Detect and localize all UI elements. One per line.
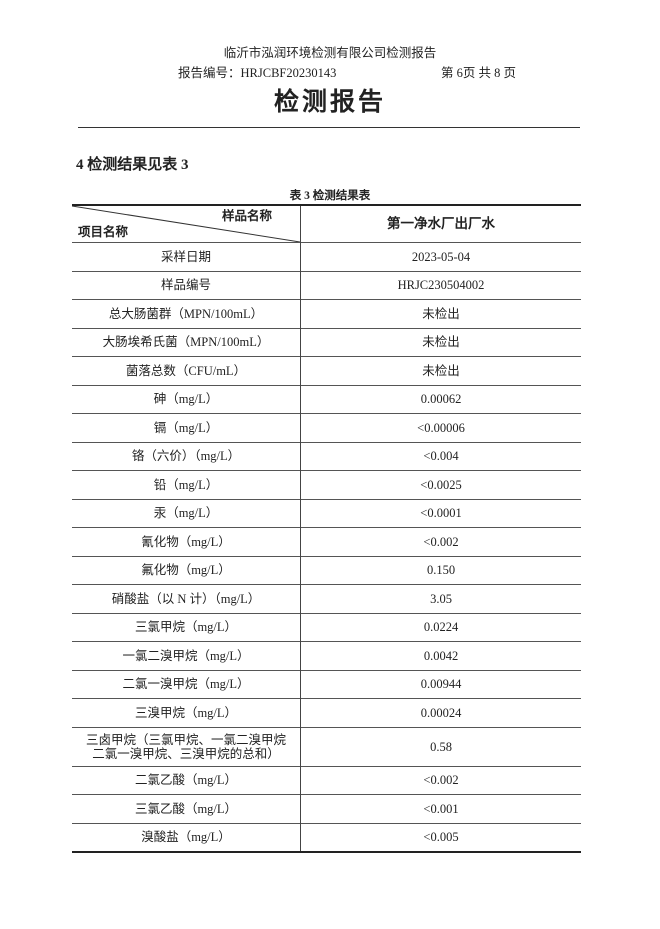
result-value-cell: 0.00024 xyxy=(300,698,581,727)
table-row: 铅（mg/L） <0.0025 xyxy=(72,470,581,499)
item-name-cell: 二氯一溴甲烷（mg/L） xyxy=(72,669,301,699)
result-value-cell: 未检出 xyxy=(300,299,581,328)
result-value-cell: <0.004 xyxy=(300,441,581,471)
section-title: 4 检测结果见表 3 xyxy=(76,157,189,173)
table-row: 三氯乙酸（mg/L） <0.001 xyxy=(72,794,581,823)
item-name-cell: 铬（六价）（mg/L） xyxy=(72,441,301,471)
result-value-cell: HRJC230504002 xyxy=(300,270,581,300)
item-name-cell: 溴酸盐（mg/L） xyxy=(72,822,301,852)
page-title: 检测报告 xyxy=(273,87,386,116)
company-header: 临沂市泓润环境检测有限公司检测报告 xyxy=(223,46,437,60)
item-name-cell: 二氯乙酸（mg/L） xyxy=(72,765,301,795)
header-diagonal-cell: 样品名称 项目名称 xyxy=(72,204,301,243)
report-number: 报告编号：HRJCBF20230143 xyxy=(178,66,337,80)
table-header-row: 样品名称 项目名称 第一净水厂出厂水 xyxy=(72,204,581,243)
item-name-cell: 大肠埃希氏菌（MPN/100mL） xyxy=(72,327,301,357)
item-name-cell: 铅（mg/L） xyxy=(72,470,301,499)
item-name-cell: 镉（mg/L） xyxy=(72,413,301,442)
table-row: 总大肠菌群（MPN/100mL） 未检出 xyxy=(72,299,581,328)
page-number: 第 6页 共 8 页 xyxy=(441,66,517,80)
item-name-cell: 采样日期 xyxy=(72,242,301,271)
result-value-cell: <0.0001 xyxy=(300,498,581,528)
divider xyxy=(78,127,580,128)
item-name-cell: 硝酸盐（以 N 计）（mg/L） xyxy=(72,584,301,613)
item-name-line: 二氯一溴甲烷、三溴甲烷的总和） xyxy=(92,746,280,761)
table-row: 溴酸盐（mg/L） <0.005 xyxy=(72,822,581,852)
table-row: 三溴甲烷（mg/L） 0.00024 xyxy=(72,698,581,727)
result-value-cell: <0.005 xyxy=(300,822,581,852)
table-row: 二氯乙酸（mg/L） <0.002 xyxy=(72,765,581,795)
item-name-cell: 一氯二溴甲烷（mg/L） xyxy=(72,641,301,670)
header-sample-label: 样品名称 xyxy=(221,209,272,223)
result-value-cell: <0.0025 xyxy=(300,470,581,499)
table-row: 一氯二溴甲烷（mg/L） 0.0042 xyxy=(72,641,581,670)
table-row: 砷（mg/L） 0.00062 xyxy=(72,384,581,414)
result-value-cell: 0.00944 xyxy=(300,669,581,699)
table-row: 大肠埃希氏菌（MPN/100mL） 未检出 xyxy=(72,327,581,357)
result-value-cell: <0.001 xyxy=(300,794,581,823)
item-name-cell: 汞（mg/L） xyxy=(72,498,301,528)
result-value-cell: <0.002 xyxy=(300,527,581,556)
result-value-cell: 0.0224 xyxy=(300,612,581,642)
item-name-cell: 砷（mg/L） xyxy=(72,384,301,414)
diagonal-line xyxy=(72,206,300,242)
item-name-cell: 总大肠菌群（MPN/100mL） xyxy=(72,299,301,328)
table-caption: 表 3 检测结果表 xyxy=(289,190,371,202)
item-name-cell: 三氯甲烷（mg/L） xyxy=(72,612,301,642)
result-value-cell: 3.05 xyxy=(300,584,581,613)
results-table: 样品名称 项目名称 第一净水厂出厂水 采样日期 2023-05-04 样品编号 HRJ… xyxy=(72,204,581,853)
item-name-cell: 样品编号 xyxy=(72,270,301,300)
result-value-cell: 2023-05-04 xyxy=(300,242,581,271)
table-row: 氟化物（mg/L） 0.150 xyxy=(72,555,581,585)
header-column-sample: 第一净水厂出厂水 xyxy=(300,204,581,243)
item-name-cell: 三卤甲烷（三氯甲烷、一氯二溴甲烷 二氯一溴甲烷、三溴甲烷的总和） xyxy=(72,726,301,766)
table-row: 镉（mg/L） <0.00006 xyxy=(72,413,581,442)
table-row: 氰化物（mg/L） <0.002 xyxy=(72,527,581,556)
result-value-cell: <0.00006 xyxy=(300,413,581,442)
table-row: 菌落总数（CFU/mL） 未检出 xyxy=(72,356,581,385)
item-name-cell: 氰化物（mg/L） xyxy=(72,527,301,556)
result-value-cell: 0.0042 xyxy=(300,641,581,670)
result-value-cell: <0.002 xyxy=(300,765,581,795)
table-row: 三氯甲烷（mg/L） 0.0224 xyxy=(72,612,581,642)
item-name-cell: 菌落总数（CFU/mL） xyxy=(72,356,301,385)
header-item-label: 项目名称 xyxy=(78,225,129,239)
table-row: 二氯一溴甲烷（mg/L） 0.00944 xyxy=(72,669,581,699)
item-name-cell: 三氯乙酸（mg/L） xyxy=(72,794,301,823)
result-value-cell: 未检出 xyxy=(300,356,581,385)
table-row: 采样日期 2023-05-04 xyxy=(72,242,581,271)
item-name-line: 三卤甲烷（三氯甲烷、一氯二溴甲烷 xyxy=(85,732,286,747)
table-row: 三卤甲烷（三氯甲烷、一氯二溴甲烷 二氯一溴甲烷、三溴甲烷的总和） 0.58 xyxy=(72,726,581,766)
table-row: 硝酸盐（以 N 计）（mg/L） 3.05 xyxy=(72,584,581,613)
result-value-cell: 0.150 xyxy=(300,555,581,585)
result-value-cell: 0.58 xyxy=(300,726,581,766)
result-value-cell: 0.00062 xyxy=(300,384,581,414)
result-value-cell: 未检出 xyxy=(300,327,581,357)
table-row: 样品编号 HRJC230504002 xyxy=(72,270,581,300)
table-row: 汞（mg/L） <0.0001 xyxy=(72,498,581,528)
item-name-cell: 三溴甲烷（mg/L） xyxy=(72,698,301,727)
table-row: 铬（六价）（mg/L） <0.004 xyxy=(72,441,581,471)
item-name-cell: 氟化物（mg/L） xyxy=(72,555,301,585)
